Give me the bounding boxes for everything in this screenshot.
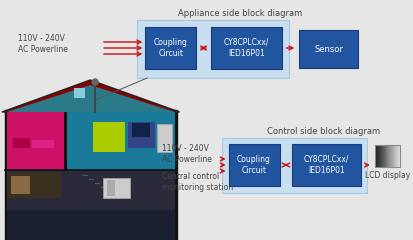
Text: LCD display: LCD display — [364, 170, 409, 180]
Text: Appliance side block diagram: Appliance side block diagram — [178, 10, 302, 18]
Bar — [210, 27, 281, 69]
Bar — [7, 210, 174, 240]
Bar — [66, 112, 174, 170]
Text: CY8CPLCxx/
IED16P01: CY8CPLCxx/ IED16P01 — [223, 38, 268, 58]
Bar — [381, 145, 382, 167]
Bar — [145, 27, 196, 69]
Bar — [394, 145, 395, 167]
Bar — [7, 170, 174, 210]
Bar — [132, 123, 150, 137]
Text: Sensor: Sensor — [313, 44, 342, 54]
Bar — [380, 145, 381, 167]
Bar — [13, 138, 30, 148]
Text: 110V - 240V
AC Powerline: 110V - 240V AC Powerline — [161, 144, 211, 164]
Text: Coupling
Circuit: Coupling Circuit — [153, 38, 187, 58]
Bar — [386, 145, 387, 167]
Bar — [137, 20, 289, 78]
Bar — [389, 145, 390, 167]
Bar — [396, 145, 397, 167]
Bar — [384, 145, 385, 167]
Bar — [221, 138, 366, 193]
Text: 110V - 240V
AC Powerline: 110V - 240V AC Powerline — [18, 34, 67, 54]
Bar — [395, 145, 396, 167]
Bar — [378, 145, 379, 167]
Bar — [382, 145, 384, 167]
Bar — [374, 145, 375, 167]
Bar — [375, 145, 376, 167]
Bar — [107, 180, 114, 196]
Bar — [69, 118, 172, 166]
Bar — [377, 145, 378, 167]
Bar — [393, 145, 394, 167]
Bar — [32, 140, 54, 148]
Bar — [390, 145, 392, 167]
Bar — [7, 172, 61, 198]
Bar — [93, 122, 124, 152]
Bar — [376, 145, 377, 167]
Bar — [392, 145, 393, 167]
Bar — [228, 144, 279, 186]
Bar — [10, 118, 59, 166]
Bar — [387, 145, 389, 167]
Bar — [11, 176, 30, 194]
Bar — [374, 145, 399, 167]
Bar — [103, 178, 130, 198]
Bar — [385, 145, 386, 167]
Bar — [292, 144, 360, 186]
Circle shape — [92, 79, 98, 85]
Polygon shape — [7, 85, 174, 112]
Text: Coupling
Circuit: Coupling Circuit — [237, 155, 271, 175]
Bar — [5, 110, 176, 240]
Bar — [397, 145, 398, 167]
Bar — [299, 30, 357, 68]
Bar — [398, 145, 399, 167]
Bar — [379, 145, 380, 167]
Polygon shape — [2, 80, 179, 112]
Text: Control side block diagram: Control side block diagram — [266, 127, 380, 137]
Text: Central control
monitoring station: Central control monitoring station — [161, 172, 233, 192]
Bar — [157, 124, 171, 152]
Text: CY8CPLCxx/
IED16P01: CY8CPLCxx/ IED16P01 — [303, 155, 349, 175]
Bar — [7, 112, 64, 170]
Bar — [74, 88, 85, 98]
Bar — [127, 122, 154, 148]
